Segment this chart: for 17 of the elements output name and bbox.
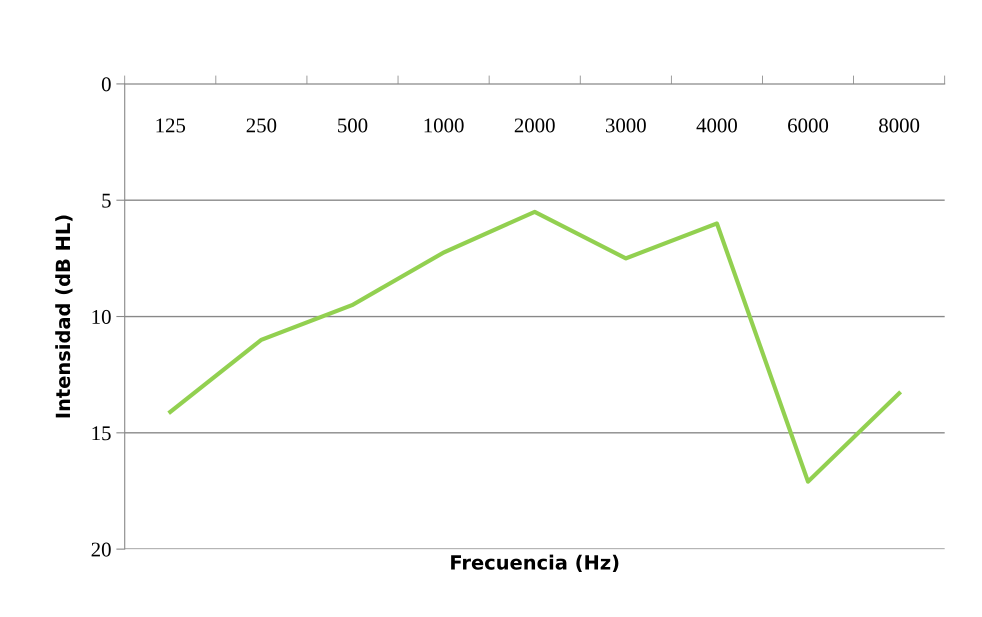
x-tick-label: 1000 <box>424 118 464 132</box>
x-tick-label: 6000 <box>788 118 828 132</box>
y-axis-title: Intensidad (dB HL) <box>55 216 73 418</box>
x-tick-label: 8000 <box>879 118 920 132</box>
x-tick-label: 3000 <box>606 118 646 132</box>
x-tick-label: 250 <box>246 118 276 132</box>
x-tick-label: 4000 <box>696 118 737 132</box>
x-tick-label: 500 <box>338 118 368 132</box>
x-axis-title: Frecuencia (Hz) <box>451 554 618 572</box>
y-tick-label: 10 <box>92 310 111 324</box>
y-tick-label: 0 <box>102 77 111 92</box>
y-tick-label: 15 <box>92 426 111 440</box>
line-series <box>168 210 902 484</box>
y-tick-label: 5 <box>102 194 111 208</box>
y-tick-label: 20 <box>92 542 111 557</box>
x-tick-label: 125 <box>156 118 186 132</box>
x-tick-label: 2000 <box>514 118 555 132</box>
